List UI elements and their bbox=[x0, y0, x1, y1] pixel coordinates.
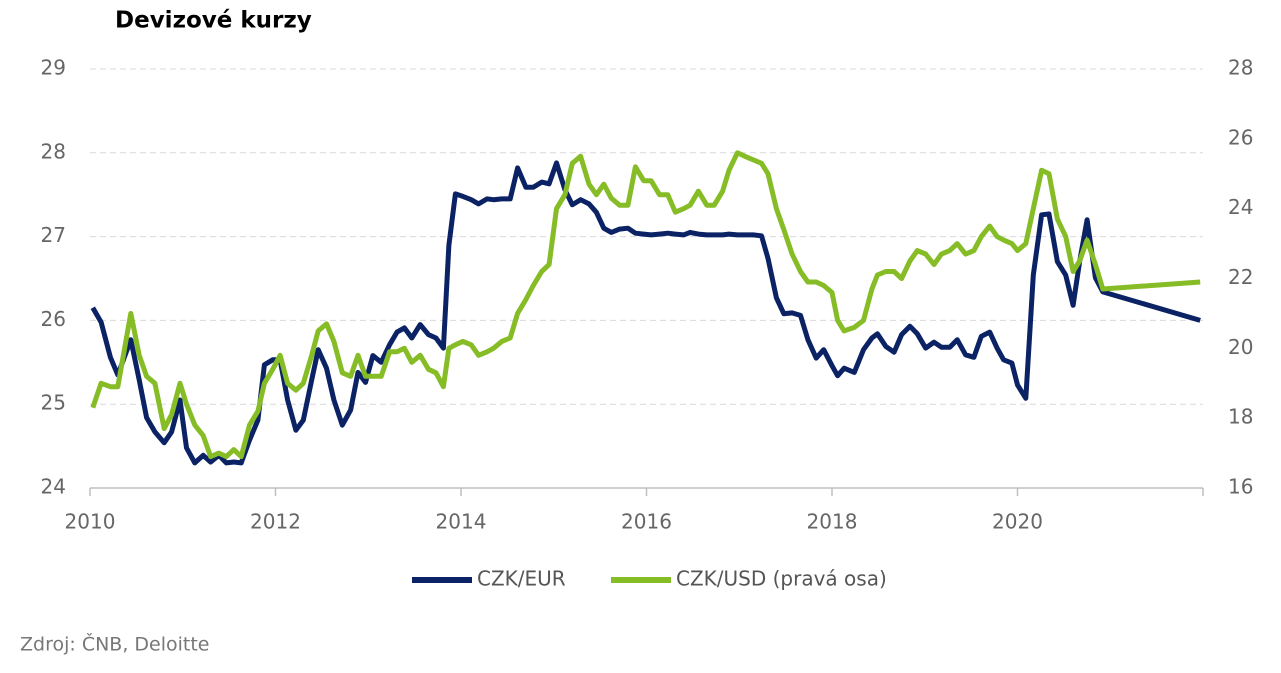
y2-tick-label: 18 bbox=[1228, 405, 1253, 429]
y-tick-label: 26 bbox=[41, 307, 66, 331]
y2-tick-label: 20 bbox=[1228, 335, 1253, 359]
legend-label: CZK/EUR bbox=[477, 567, 566, 591]
y-tick-label: 25 bbox=[41, 391, 66, 415]
y-tick-label: 28 bbox=[41, 139, 66, 163]
source: Zdroj: ČNB, Deloitte bbox=[20, 632, 210, 656]
y2-tick-label: 16 bbox=[1228, 475, 1253, 499]
legend-label: CZK/USD (pravá osa) bbox=[676, 567, 887, 591]
y2-tick-label: 24 bbox=[1228, 195, 1253, 219]
x-tick-label: 2018 bbox=[807, 510, 858, 534]
y-tick-label: 29 bbox=[41, 56, 66, 80]
y-tick-label: 24 bbox=[41, 475, 66, 499]
x-tick-label: 2010 bbox=[65, 510, 116, 534]
x-tick-label: 2014 bbox=[436, 510, 487, 534]
x-tick-label: 2016 bbox=[621, 510, 672, 534]
chart-title: Devizové kurzy bbox=[115, 8, 312, 34]
y2-tick-label: 28 bbox=[1228, 56, 1253, 80]
y2-tick-label: 22 bbox=[1228, 265, 1253, 289]
series-line bbox=[90, 150, 1201, 460]
y2-tick-label: 26 bbox=[1228, 125, 1253, 149]
x-tick-label: 2020 bbox=[992, 510, 1043, 534]
x-tick-label: 2012 bbox=[250, 510, 301, 534]
series-line bbox=[90, 160, 1201, 466]
y-tick-label: 27 bbox=[41, 223, 66, 247]
